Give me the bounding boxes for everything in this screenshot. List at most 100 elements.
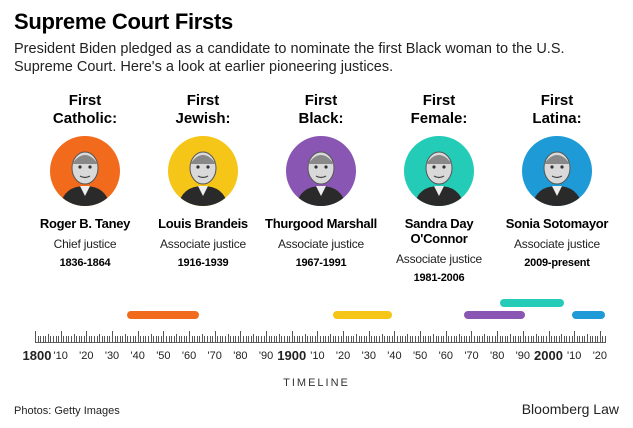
timeline-tick [225, 336, 226, 343]
timeline-tick [335, 336, 337, 343]
timeline-tick [158, 336, 160, 343]
timeline-tick [489, 336, 491, 343]
timeline-tick [566, 336, 568, 343]
timeline-tick [189, 331, 191, 343]
timeline-tick [58, 336, 60, 343]
timeline-tick [404, 336, 406, 343]
timeline-tick-label: '10 [53, 350, 68, 362]
timeline-tick [112, 331, 114, 343]
timeline-tick-label: '50 [156, 350, 171, 362]
tenure-bar [463, 311, 526, 319]
timeline-tick [474, 336, 476, 343]
timeline-tick [386, 336, 388, 343]
timeline-tick [361, 336, 363, 343]
timeline-tick [291, 331, 293, 343]
timeline-tick [332, 336, 334, 343]
category-line-2: Black: [298, 110, 344, 127]
timeline-tick [101, 336, 103, 343]
timeline-tick [309, 336, 311, 343]
timeline-tick-label: '80 [233, 350, 248, 362]
timeline-tick [427, 336, 429, 343]
timeline-tick [504, 336, 506, 343]
timeline-tick [207, 336, 209, 343]
timeline-tick [45, 336, 47, 343]
timeline-tick [355, 334, 357, 343]
timeline-tick [91, 336, 93, 343]
timeline-tick-label: '20 [79, 350, 94, 362]
timeline-tick [307, 336, 309, 343]
timeline-tick [581, 336, 583, 343]
timeline-tick [322, 336, 324, 343]
category-line-2: Jewish: [175, 110, 231, 127]
timeline-tick [538, 336, 540, 343]
justice-years: 2009-present [524, 257, 590, 269]
category-line-2: Female: [410, 110, 468, 127]
timeline-tick [363, 336, 365, 343]
timeline-tick [484, 334, 486, 343]
timeline-tick [340, 336, 342, 343]
timeline-tick [553, 336, 555, 343]
timeline-tick [219, 336, 221, 343]
justice-name: Louis Brandeis [158, 216, 248, 231]
timeline-tick [253, 334, 255, 343]
timeline-tick [302, 336, 304, 343]
timeline-tick-label: '70 [207, 350, 222, 362]
timeline-tick-label: '30 [104, 350, 120, 362]
timeline-tick [204, 336, 206, 343]
timeline-tick [394, 331, 396, 343]
timeline-tick [122, 336, 124, 343]
timeline-tick [602, 336, 604, 343]
timeline-tick [104, 336, 106, 343]
page-subtitle: President Biden pledged as a candidate t… [14, 41, 565, 75]
timeline-tick [248, 336, 250, 343]
timeline-tick [599, 331, 601, 343]
timeline-tick [232, 336, 234, 343]
timeline-tick [517, 336, 519, 343]
timeline-tick [194, 336, 196, 343]
timeline-tick [512, 336, 514, 343]
category-line-1: First [540, 92, 574, 109]
timeline-tick [281, 336, 283, 343]
category-line-2: Catholic: [52, 110, 118, 127]
timeline-tick [176, 334, 178, 343]
timeline-tick [373, 336, 375, 343]
timeline-tick [68, 336, 70, 343]
timeline-tick [463, 336, 465, 343]
timeline-tick [160, 336, 162, 343]
timeline-tick [304, 334, 306, 343]
timeline-tick [466, 336, 468, 343]
timeline-tick [35, 331, 36, 343]
timeline-tick-label: '30 [361, 350, 376, 362]
timeline-caption: TIMELINE [283, 377, 350, 389]
timeline-tick [494, 336, 496, 343]
timeline-tick [502, 336, 504, 343]
timeline-tick [181, 336, 183, 343]
timeline-tick [551, 336, 553, 343]
timeline-tick [461, 336, 463, 343]
timeline-tick [348, 336, 350, 343]
timeline-tick [191, 336, 193, 343]
timeline-tick [284, 336, 286, 343]
timeline-tick [438, 336, 440, 343]
timeline-tick [563, 336, 565, 343]
timeline-tick [250, 336, 252, 343]
timeline-tick [317, 331, 319, 343]
timeline-tick [597, 336, 599, 343]
timeline-tick [271, 336, 273, 343]
timeline-tick [183, 336, 185, 343]
timeline-tick [263, 336, 265, 343]
timeline-tick [486, 336, 488, 343]
timeline-tick [168, 336, 170, 343]
timeline-tick [299, 336, 301, 343]
timeline-tick [258, 336, 260, 343]
timeline-tick [171, 336, 173, 343]
timeline-tick [358, 336, 360, 343]
tenure-bar [571, 311, 605, 319]
timeline-tick [515, 336, 517, 343]
timeline-tick [399, 336, 401, 343]
timeline-tick-label: '40 [387, 350, 402, 362]
timeline-tick [145, 336, 147, 343]
timeline-tick [556, 336, 558, 343]
timeline-tick [456, 336, 458, 343]
timeline-tick [422, 336, 424, 343]
